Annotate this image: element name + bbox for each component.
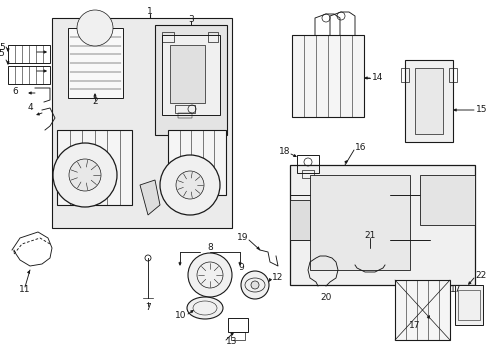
Text: 2: 2: [92, 98, 98, 107]
Text: 5: 5: [0, 49, 4, 58]
Text: 8: 8: [207, 243, 212, 252]
Bar: [68, 28, 123, 98]
Circle shape: [241, 271, 268, 299]
Bar: [291, 35, 363, 117]
Bar: [162, 32, 174, 42]
Bar: [162, 35, 220, 115]
Circle shape: [53, 143, 117, 207]
Ellipse shape: [186, 297, 223, 319]
Text: 9: 9: [238, 264, 243, 273]
Bar: [175, 105, 195, 113]
Bar: [448, 68, 456, 82]
Bar: [227, 318, 247, 332]
Polygon shape: [140, 180, 160, 215]
Bar: [52, 18, 231, 228]
Bar: [178, 113, 192, 118]
Bar: [230, 332, 244, 340]
Bar: [207, 32, 218, 42]
Bar: [457, 290, 479, 320]
Text: 1: 1: [147, 8, 153, 17]
Bar: [400, 68, 408, 82]
Text: 19: 19: [236, 234, 247, 243]
Text: 20: 20: [320, 293, 331, 302]
Circle shape: [250, 281, 259, 289]
Text: 12: 12: [271, 274, 283, 283]
Text: 7: 7: [145, 303, 151, 312]
Text: 4: 4: [28, 104, 34, 112]
Text: 3: 3: [188, 15, 193, 24]
Text: 17: 17: [408, 320, 420, 329]
Bar: [289, 200, 309, 240]
Text: 15: 15: [475, 105, 487, 114]
Bar: [404, 60, 452, 142]
Text: 5: 5: [0, 42, 5, 51]
Bar: [414, 68, 442, 134]
Text: 22: 22: [474, 270, 485, 279]
Text: 16: 16: [354, 143, 366, 152]
Text: 11: 11: [19, 285, 31, 294]
Bar: [289, 165, 474, 285]
Circle shape: [176, 171, 203, 199]
Circle shape: [160, 155, 220, 215]
Text: 17: 17: [449, 285, 461, 294]
Text: 6: 6: [12, 87, 18, 96]
Bar: [8, 45, 50, 63]
Text: 14: 14: [371, 73, 383, 82]
Bar: [454, 285, 482, 325]
Bar: [309, 175, 409, 270]
Text: 10: 10: [174, 311, 185, 320]
Bar: [155, 25, 226, 135]
Bar: [296, 155, 318, 173]
Circle shape: [187, 253, 231, 297]
Circle shape: [77, 10, 113, 46]
Circle shape: [69, 159, 101, 191]
Bar: [394, 280, 449, 340]
Bar: [57, 130, 132, 205]
Text: 13: 13: [225, 338, 237, 346]
Bar: [168, 130, 225, 195]
Text: 21: 21: [364, 230, 375, 239]
Bar: [170, 45, 204, 103]
Bar: [302, 170, 313, 178]
Bar: [419, 175, 474, 225]
Bar: [8, 66, 50, 84]
Text: 18: 18: [278, 148, 289, 157]
